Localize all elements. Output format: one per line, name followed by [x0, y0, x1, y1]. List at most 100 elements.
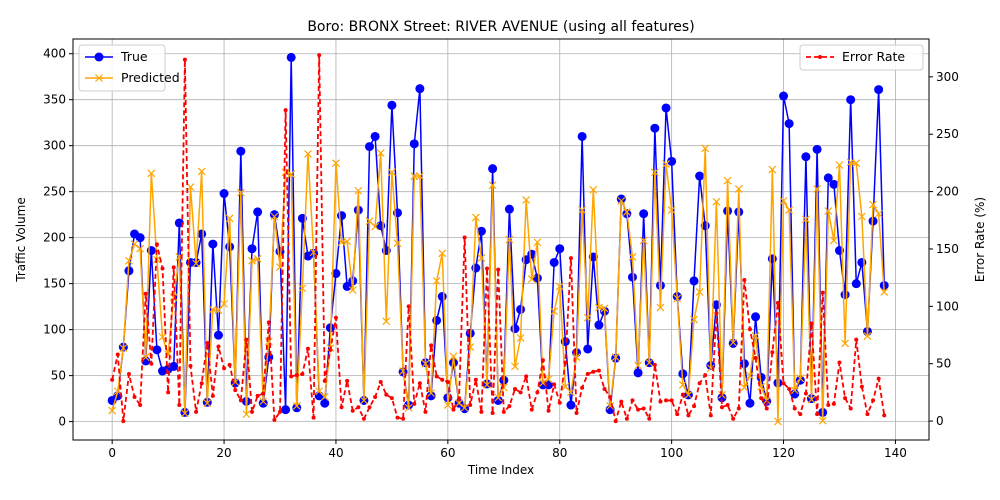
- predicted-series-point: [690, 315, 698, 324]
- predicted-series-point: [829, 236, 838, 245]
- error-series-point: [703, 373, 708, 378]
- y-tick-label: 250: [43, 185, 66, 199]
- predicted-series-point: [589, 185, 598, 194]
- true-series-point: [756, 372, 766, 382]
- error-series-point: [871, 398, 876, 403]
- error-series-point: [798, 412, 803, 417]
- true-series-point: [857, 257, 867, 267]
- true-series-point: [751, 312, 761, 322]
- predicted-series-point: [119, 344, 128, 352]
- error-series-point: [764, 406, 769, 411]
- error-series-point: [624, 416, 629, 421]
- error-series-point: [429, 343, 434, 348]
- error-series-point: [568, 256, 573, 261]
- true-series-point: [812, 144, 822, 154]
- true-series-point: [286, 52, 296, 62]
- predicted-series-point: [141, 353, 150, 362]
- error-series-point: [770, 350, 775, 355]
- error-series-point: [345, 378, 350, 383]
- error-series-point: [401, 416, 406, 421]
- error-series-point: [552, 382, 557, 387]
- predicted-series-point: [130, 240, 139, 249]
- predicted-series-point: [600, 304, 609, 313]
- legend-entry-label: Error Rate: [842, 49, 905, 64]
- predicted-series-point: [483, 380, 491, 389]
- true-series-point: [320, 398, 330, 408]
- error-series-point: [160, 266, 165, 271]
- predicted-series-point: [108, 406, 117, 415]
- error-series-point: [154, 242, 159, 247]
- error-series-point: [815, 412, 820, 417]
- legend-right: Error Rate: [799, 44, 924, 71]
- error-series-point: [373, 394, 378, 399]
- true-series-point: [650, 123, 660, 133]
- error-series-point: [507, 404, 512, 409]
- predicted-series-point: [785, 206, 794, 214]
- error-series-point: [775, 300, 780, 305]
- true-series-point: [471, 263, 481, 273]
- true-series-point: [779, 91, 789, 101]
- error-series-point: [608, 394, 613, 399]
- error-series-point: [485, 266, 490, 271]
- true-series-point: [661, 103, 671, 113]
- predicted-series-point: [236, 188, 245, 197]
- error-series-point: [367, 405, 372, 410]
- predicted-series-point: [863, 332, 872, 340]
- error-series-point: [378, 380, 383, 385]
- error-series-point: [182, 57, 187, 62]
- error-series-point: [613, 419, 618, 424]
- true-series-point: [784, 119, 794, 129]
- error-series-point: [115, 352, 120, 357]
- predicted-series-point: [880, 287, 889, 296]
- y-tick-label: 0: [58, 415, 66, 429]
- y-tick-label: 350: [43, 93, 66, 107]
- predicted-series-point: [740, 383, 749, 392]
- legend-swatch-marker: [95, 74, 103, 82]
- true-series-point: [616, 194, 626, 204]
- predicted-series-point: [622, 207, 631, 216]
- predicted-series-point: [304, 150, 312, 158]
- error-series-point: [529, 407, 534, 412]
- error-series-point: [451, 407, 456, 412]
- error-series-point: [490, 411, 495, 416]
- y2-tick-label: 100: [936, 299, 959, 313]
- true-series-point: [432, 315, 442, 325]
- error-series-point: [580, 385, 585, 390]
- predicted-series-point: [611, 353, 620, 362]
- error-series-point: [110, 377, 115, 382]
- predicted-series-point: [511, 362, 519, 371]
- y2-tick-label: 300: [936, 70, 959, 84]
- predicted-series-point: [824, 207, 833, 215]
- error-series-point: [333, 315, 338, 320]
- error-series-point: [356, 405, 361, 410]
- error-series-point: [132, 394, 137, 399]
- true-series-point: [476, 226, 486, 236]
- predicted-series-point: [449, 352, 458, 361]
- true-series-point: [566, 400, 576, 410]
- true-series-point: [583, 344, 593, 354]
- error-series-point: [742, 277, 747, 282]
- x-tick-label: 0: [108, 446, 116, 460]
- error-series-point: [266, 320, 271, 325]
- error-series-point: [848, 406, 853, 411]
- predicted-series-point: [801, 215, 810, 224]
- error-series-point: [753, 355, 758, 360]
- error-series-point: [350, 408, 355, 413]
- predicted-series-point: [281, 168, 290, 177]
- predicted-series-point: [796, 374, 805, 383]
- error-series-point: [664, 398, 669, 403]
- predicted-series-point: [348, 286, 357, 295]
- error-series-point: [501, 409, 506, 414]
- predicted-series-point: [488, 181, 497, 190]
- predicted-series-point: [684, 391, 693, 399]
- error-series-point: [194, 409, 199, 414]
- predicted-series-point: [214, 306, 223, 315]
- error-series-point: [384, 392, 389, 397]
- legend-entry-label: Predicted: [121, 70, 180, 85]
- predicted-series-point: [354, 186, 363, 195]
- predicted-series-point: [220, 299, 228, 308]
- predicted-series-point: [180, 409, 189, 418]
- predicted-series-point: [410, 172, 419, 180]
- predicted-series-point: [404, 403, 413, 412]
